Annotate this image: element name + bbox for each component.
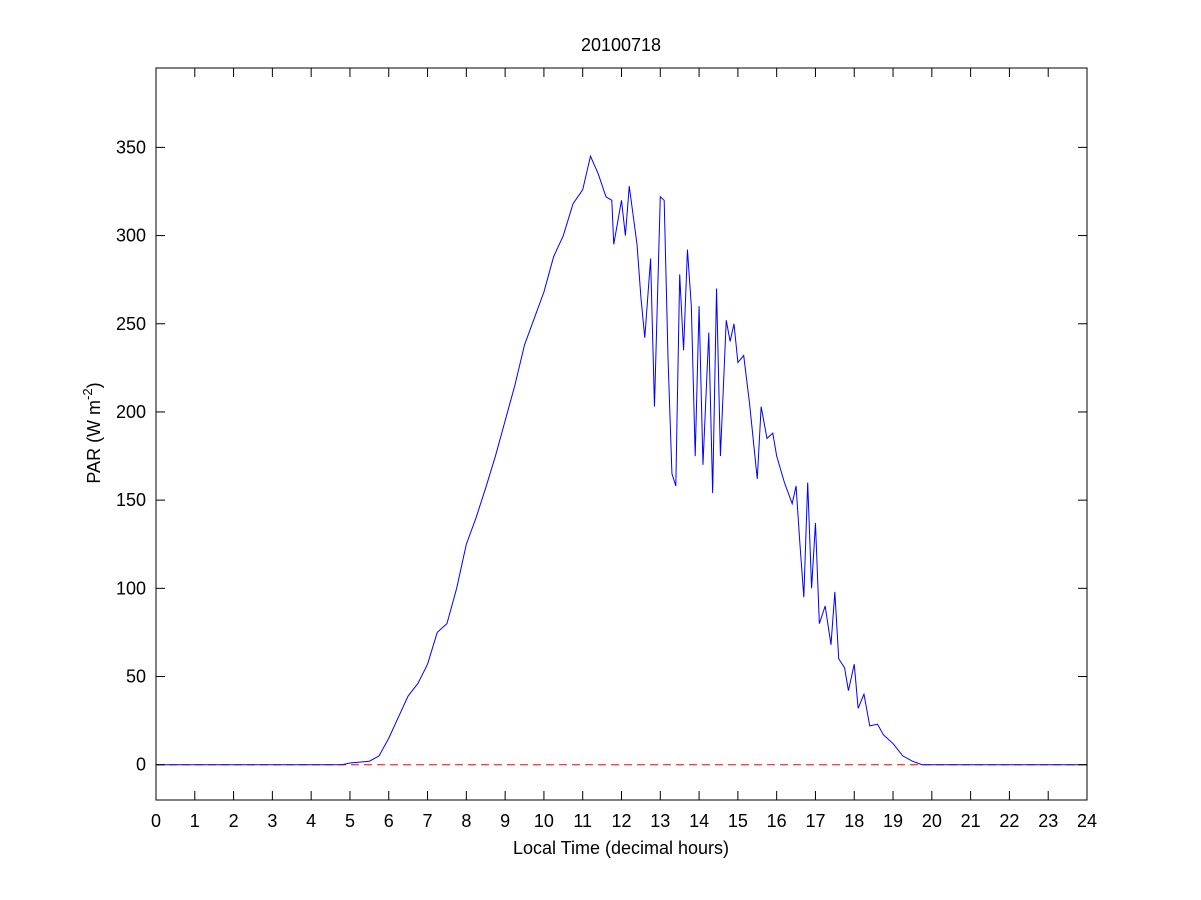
y-tick-label: 100 — [116, 578, 146, 598]
x-tick-label: 18 — [844, 811, 864, 831]
y-axis-label-superscript: -2 — [80, 388, 95, 400]
x-tick-label: 15 — [728, 811, 748, 831]
y-tick-label: 350 — [116, 137, 146, 157]
x-tick-label: 8 — [461, 811, 471, 831]
x-tick-label: 1 — [190, 811, 200, 831]
x-tick-label: 12 — [611, 811, 631, 831]
y-axis-label-suffix: ) — [84, 382, 104, 388]
x-tick-label: 17 — [805, 811, 825, 831]
x-tick-label: 3 — [267, 811, 277, 831]
x-tick-label: 13 — [650, 811, 670, 831]
x-tick-label: 16 — [767, 811, 787, 831]
y-axis-label-text: PAR (W m — [84, 400, 104, 484]
x-tick-label: 22 — [999, 811, 1019, 831]
chart-title: 20100718 — [581, 35, 661, 55]
x-tick-label: 5 — [345, 811, 355, 831]
x-tick-label: 0 — [151, 811, 161, 831]
y-tick-label: 50 — [126, 667, 146, 687]
x-tick-label: 9 — [500, 811, 510, 831]
x-tick-label: 20 — [922, 811, 942, 831]
x-tick-label: 2 — [229, 811, 239, 831]
y-tick-label: 200 — [116, 402, 146, 422]
x-tick-label: 23 — [1038, 811, 1058, 831]
y-tick-label: 250 — [116, 314, 146, 334]
y-tick-label: 0 — [136, 755, 146, 775]
y-tick-label: 300 — [116, 226, 146, 246]
x-tick-label: 10 — [534, 811, 554, 831]
x-axis-label: Local Time (decimal hours) — [513, 838, 729, 858]
data-line — [156, 154, 1087, 766]
x-tick-label: 6 — [384, 811, 394, 831]
y-axis-label: PAR (W m-2) — [80, 382, 104, 483]
x-tick-label: 11 — [573, 811, 592, 831]
x-tick-label: 4 — [306, 811, 316, 831]
x-tick-label: 19 — [883, 811, 903, 831]
x-tick-label: 21 — [961, 811, 981, 831]
plot-area — [156, 68, 1087, 800]
x-tick-label: 7 — [423, 811, 433, 831]
x-tick-label: 24 — [1077, 811, 1097, 831]
y-tick-label: 150 — [116, 490, 146, 510]
x-tick-label: 14 — [689, 811, 709, 831]
